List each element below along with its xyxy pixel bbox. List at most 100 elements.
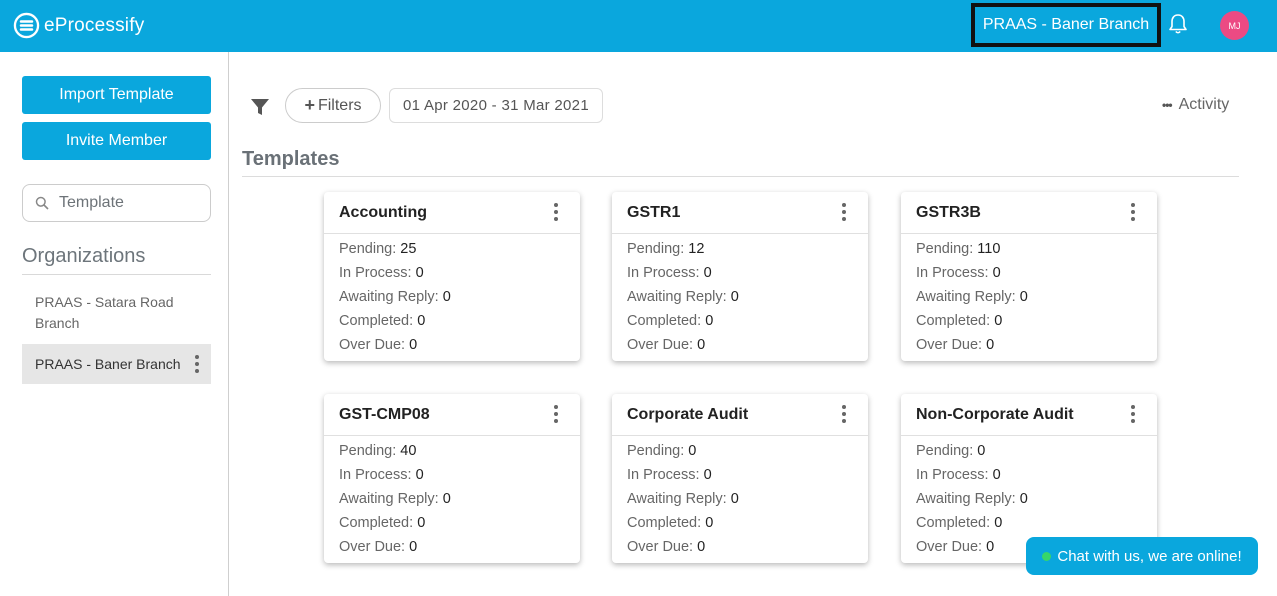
stat-row-awaiting: Awaiting Reply: 0 [627,487,868,511]
stat-value: 0 [688,443,697,459]
stat-label: Awaiting Reply: [339,491,439,507]
card-header: GSTR3B [901,192,1157,234]
template-card[interactable]: GST-CMP08 Pending: 40 In Process: 0 Awaitin… [324,394,580,563]
stat-value: 110 [977,241,1001,257]
chat-widget-button[interactable]: Chat with us, we are online! [1026,537,1258,575]
app-logo[interactable]: eProcessify [13,12,144,39]
template-search-input[interactable]: Template [22,184,211,222]
template-card[interactable]: Accounting Pending: 25 In Process: 0 Awaiti… [324,192,580,361]
more-vert-icon[interactable] [842,405,846,423]
more-horiz-icon: ••• [1162,98,1173,112]
stat-value: 0 [415,467,424,483]
stat-value: 0 [730,491,739,507]
stat-label: Completed: [627,515,702,531]
org-item-satara-road[interactable]: PRAAS - Satara Road Branch [35,294,174,331]
stat-label: Pending: [339,241,397,257]
stat-value: 25 [400,241,417,257]
stat-row-awaiting: Awaiting Reply: 0 [339,487,580,511]
organizations-heading: Organizations [22,245,146,267]
card-title: Corporate Audit [627,405,749,423]
stat-row-awaiting: Awaiting Reply: 0 [627,285,868,309]
app-name: eProcessify [44,14,145,36]
date-range-picker[interactable]: 01 Apr 2020 - 31 Mar 2021 [389,88,603,123]
template-card[interactable]: GSTR1 Pending: 12 In Process: 0 Awaiting Re… [612,192,868,361]
stat-value: 0 [977,443,986,459]
stat-label: In Process: [916,467,989,483]
stat-row-in-process: In Process: 0 [916,261,1157,285]
import-template-button[interactable]: Import Template [22,76,211,114]
stat-value: 0 [730,289,739,305]
stat-value: 0 [986,337,995,353]
activity-button[interactable]: ••• Activity [1162,96,1229,114]
more-vert-icon[interactable] [1131,405,1135,423]
more-vert-icon[interactable] [195,355,199,373]
stat-label: Over Due: [627,337,694,353]
card-title: GST-CMP08 [339,405,430,423]
stat-row-pending: Pending: 0 [627,439,868,463]
card-body: Pending: 0 In Process: 0 Awaiting Reply: 0… [901,436,1157,559]
stat-value: 12 [688,241,705,257]
stat-value: 0 [417,313,426,329]
card-title: Accounting [339,203,427,221]
stat-label: Awaiting Reply: [916,491,1016,507]
logo-icon [13,12,40,39]
stat-row-in-process: In Process: 0 [339,463,580,487]
stat-value: 0 [994,515,1003,531]
stat-value: 0 [417,515,426,531]
stat-row-completed: Completed: 0 [627,511,868,535]
stat-value: 0 [409,539,418,555]
stat-value: 0 [1019,491,1028,507]
search-value: Template [59,194,124,211]
sidebar: Import Template Invite Member Template O… [0,52,229,596]
stat-row-awaiting: Awaiting Reply: 0 [916,285,1157,309]
more-vert-icon[interactable] [842,203,846,221]
stat-row-overdue: Over Due: 0 [916,535,1157,559]
template-card[interactable]: Corporate Audit Pending: 0 In Process: 0 Aw… [612,394,868,563]
stat-row-pending: Pending: 110 [916,237,1157,261]
more-vert-icon[interactable] [554,203,558,221]
stat-label: Completed: [916,313,991,329]
stat-value: 0 [703,265,712,281]
stat-row-overdue: Over Due: 0 [627,333,868,357]
online-status-icon [1042,551,1052,561]
stat-value: 0 [705,313,714,329]
card-title: GSTR3B [916,203,981,221]
stat-label: In Process: [916,265,989,281]
filter-icon[interactable] [250,97,270,117]
stat-row-pending: Pending: 0 [916,439,1157,463]
stat-row-in-process: In Process: 0 [916,463,1157,487]
stat-value: 0 [442,289,451,305]
card-title: Non-Corporate Audit [916,405,1074,423]
stat-label: Awaiting Reply: [916,289,1016,305]
avatar[interactable]: MJ [1220,11,1249,40]
stat-label: Pending: [627,443,685,459]
template-card[interactable]: Non-Corporate Audit Pending: 0 In Process:… [901,394,1157,563]
card-header: GSTR1 [612,192,868,234]
section-title: Templates [242,148,340,170]
stat-row-completed: Completed: 0 [916,511,1157,535]
stat-value: 0 [992,265,1001,281]
filters-button[interactable]: + Filters [285,88,381,123]
stat-value: 0 [703,467,712,483]
invite-member-button[interactable]: Invite Member [22,122,211,160]
divider [22,274,211,275]
stat-row-overdue: Over Due: 0 [339,333,580,357]
branch-selector[interactable]: PRAAS - Baner Branch [971,3,1161,47]
stat-value: 0 [1019,289,1028,305]
template-card[interactable]: GSTR3B Pending: 110 In Process: 0 Awaiting … [901,192,1157,361]
stat-row-awaiting: Awaiting Reply: 0 [916,487,1157,511]
org-item-baner[interactable]: PRAAS - Baner Branch [22,344,211,384]
card-body: Pending: 0 In Process: 0 Awaiting Reply: 0… [612,436,868,559]
stat-row-pending: Pending: 12 [627,237,868,261]
stat-label: Pending: [339,443,397,459]
stat-value: 0 [986,539,995,555]
stat-value: 40 [400,443,417,459]
more-vert-icon[interactable] [1131,203,1135,221]
stat-value: 0 [697,539,706,555]
stat-value: 0 [994,313,1003,329]
more-vert-icon[interactable] [554,405,558,423]
stat-label: Over Due: [916,337,983,353]
stat-label: Pending: [916,241,974,257]
plus-icon: + [304,95,315,115]
bell-icon[interactable] [1166,12,1190,36]
